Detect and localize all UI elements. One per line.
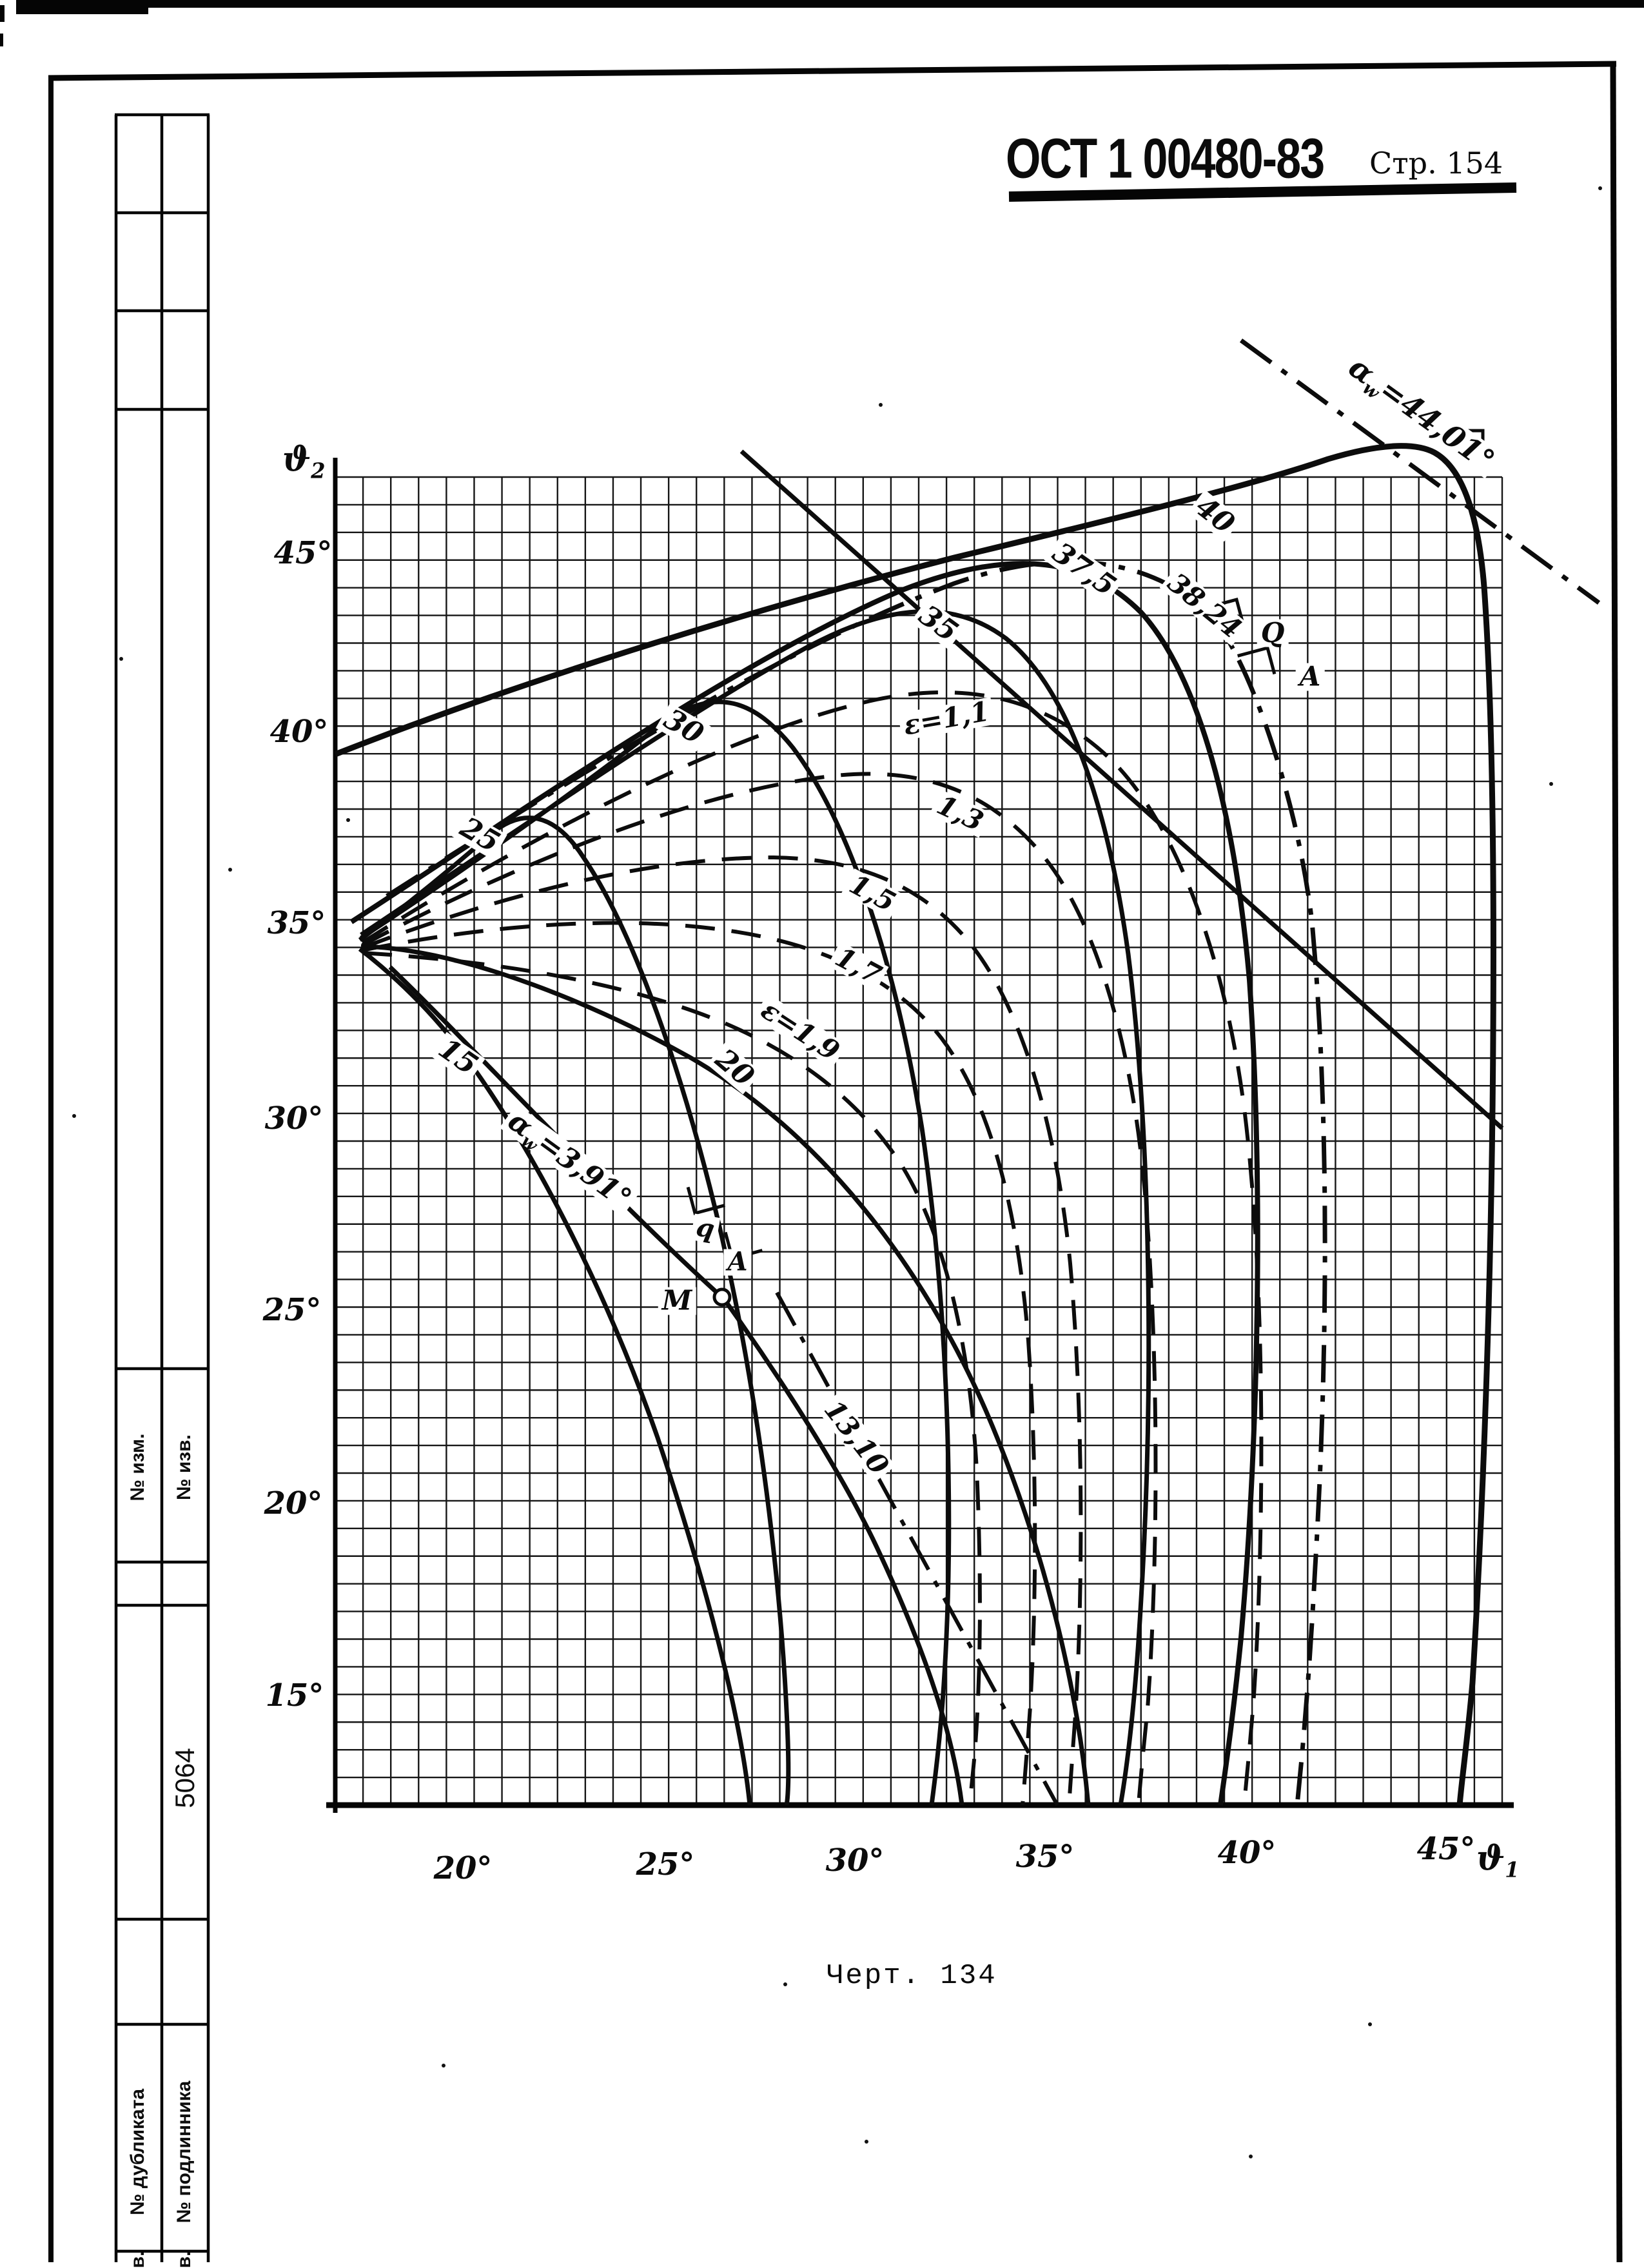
chart-label-l15: 15: [430, 1031, 485, 1083]
curve-transversal-line: [739, 449, 1504, 1130]
chart-label-e17: 1,7: [827, 941, 889, 992]
chart-label-q-lower: q: [690, 1212, 721, 1245]
scan-artifact-edge-mark2: [0, 34, 3, 46]
scan-noise-dot: [1249, 2155, 1253, 2158]
corner-mark: [686, 1186, 726, 1216]
chart-label-l35: 35: [910, 598, 966, 650]
y-axis-tick-40°: 40°: [269, 714, 329, 750]
scan-noise-dot: [879, 403, 883, 407]
chart-label-l25: 25: [452, 811, 507, 860]
curve-z-38_24: [386, 560, 1327, 1806]
chart-label-aw391: αw=3,91°: [499, 1104, 640, 1217]
chart-label-A-upper: A: [1295, 663, 1325, 691]
y-axis-tick-20°: 20°: [264, 1485, 323, 1521]
chart-label-l40: 40: [1187, 489, 1242, 542]
chart-label-e15: 1,5: [841, 868, 903, 919]
scan-noise-dot: [442, 2064, 445, 2068]
curve-z-30: [360, 699, 952, 1806]
curve-z-13_10: [775, 1291, 1059, 1806]
curve-eps-1_3: [361, 772, 1158, 1806]
curve-eps-1_9: [362, 951, 982, 1806]
scan-noise-dot: [1549, 782, 1553, 786]
chart-label-l3824: 38,24: [1159, 566, 1249, 646]
curve-z-15: [358, 947, 752, 1806]
scan-artifact-top-bar: [16, 0, 1644, 8]
standard-number: ОСТ 1 00480-83: [1006, 127, 1325, 190]
frame-right-border: [1610, 63, 1623, 2262]
scan-noise-dot: [72, 1114, 76, 1118]
curve-z-20: [360, 944, 1091, 1806]
y-axis-tick-25°: 25°: [262, 1292, 322, 1328]
scan-noise-dot: [783, 1982, 787, 1986]
point-M-marker: [712, 1287, 732, 1307]
x-axis-tick-25°: 25°: [636, 1846, 695, 1882]
y-axis-tick-15°: 15°: [265, 1677, 324, 1714]
y-axis-title: ϑ2: [282, 440, 326, 484]
x-axis-tick-35°: 35°: [1015, 1839, 1075, 1875]
y-axis-tick-45°: 45°: [273, 535, 333, 571]
y-axis-tick-30°: 30°: [264, 1100, 324, 1137]
frame-top-border: [48, 61, 1617, 81]
x-axis-tick-30°: 30°: [825, 1843, 885, 1879]
scan-artifact-edge-mark1: [0, 5, 5, 22]
chart-label-aw44: αw=44,01°: [1340, 349, 1503, 479]
curve-aw-44_01-line: [1239, 338, 1601, 605]
x-axis-tick-45°: 45°: [1416, 1831, 1476, 1867]
header-underline: [1008, 182, 1517, 202]
chart-label-l30: 30: [656, 703, 711, 752]
chart-label-Q-upper: Q: [1257, 619, 1289, 647]
scan-noise-dot: [346, 818, 350, 822]
chart-label-l20: 20: [707, 1042, 762, 1095]
scan-artifact-top-blob: [16, 0, 148, 14]
chart-label-l1310: 13,10: [816, 1393, 896, 1483]
chart-label-A-lower: A: [723, 1249, 752, 1276]
x-axis-tick-40°: 40°: [1217, 1835, 1277, 1871]
curve-eps-1_1: [361, 690, 1264, 1806]
curve-eps-1_5: [361, 855, 1083, 1806]
y-axis-tick-35°: 35°: [267, 905, 326, 941]
curve-eps-1_7: [362, 921, 1037, 1806]
corner-mark: [1237, 645, 1277, 675]
scan-noise-dot: [1368, 2022, 1372, 2026]
scan-noise-dot: [228, 868, 232, 872]
figure-caption: Черт. 134: [827, 1960, 997, 1992]
sidebar-table-lines: [114, 113, 210, 2262]
x-axis-tick-20°: 20°: [433, 1850, 493, 1886]
chart-label-M-point-label: M: [658, 1287, 696, 1315]
page-number: Стр. 154: [1369, 146, 1503, 181]
scan-noise-dot: [119, 657, 123, 661]
chart-label-e13: 1,3: [929, 789, 991, 838]
curve-aw-3_91-line: [388, 965, 964, 1806]
chart-label-l375: 37,5: [1044, 536, 1124, 604]
chart-label-e19: ε=1,9: [753, 993, 847, 1068]
x-axis-title: ϑ1: [1476, 1839, 1520, 1882]
curve-aw-37_5: [349, 561, 1260, 1806]
scan-noise-dot: [865, 2140, 868, 2144]
chart-label-e11: ε=1,1: [897, 695, 995, 741]
scan-noise-dot: [1598, 186, 1602, 190]
